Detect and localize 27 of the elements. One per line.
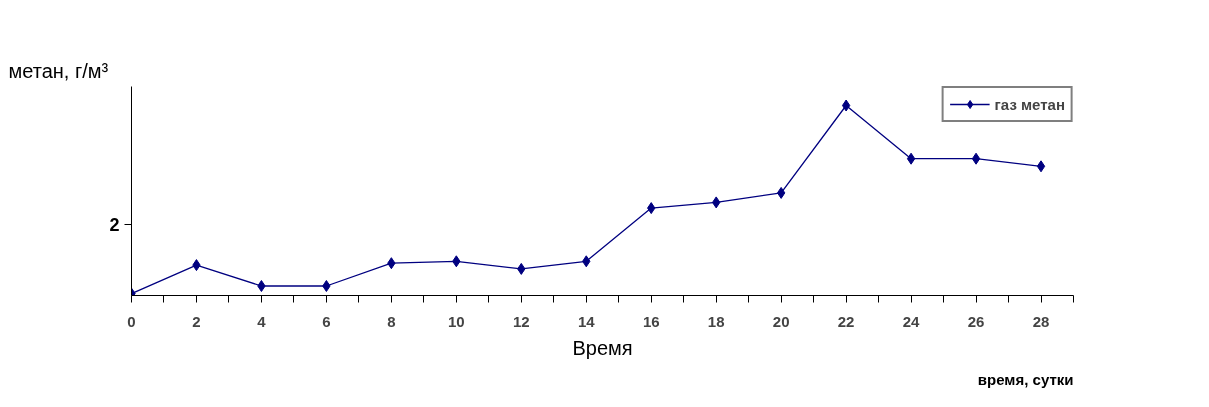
x-tick-label: 20 xyxy=(772,312,790,330)
x-tick-label: 26 xyxy=(967,312,985,330)
x-tick-label: 24 xyxy=(902,312,921,330)
point xyxy=(1036,160,1046,173)
point xyxy=(971,152,981,165)
point xyxy=(257,280,266,292)
point xyxy=(322,280,331,292)
x-tick-label: 8 xyxy=(387,312,396,330)
x-tick-label: 22 xyxy=(837,312,855,330)
x-tick-label: 10 xyxy=(447,312,465,330)
x-tick-label: 16 xyxy=(642,312,660,330)
x-tick-label: 0 xyxy=(127,312,136,330)
x-tick-label: 2 xyxy=(192,312,201,330)
x-tick-label: 6 xyxy=(322,312,331,330)
x-tick-label: 14 xyxy=(577,312,596,330)
x-axis-title: время, сутки xyxy=(977,370,1074,388)
point xyxy=(776,186,786,199)
text: Время xyxy=(572,336,633,359)
point xyxy=(841,99,851,112)
x-tick-label: 4 xyxy=(257,312,267,330)
text: 2 xyxy=(109,215,120,235)
x-tick-label: 28 xyxy=(1032,312,1050,330)
legend-label: газ метан xyxy=(994,95,1065,113)
y-axis-title: метан, г/м³ xyxy=(8,59,109,82)
x-tick-label: 12 xyxy=(512,312,530,330)
point xyxy=(906,152,916,165)
x-tick-label: 18 xyxy=(707,312,725,330)
